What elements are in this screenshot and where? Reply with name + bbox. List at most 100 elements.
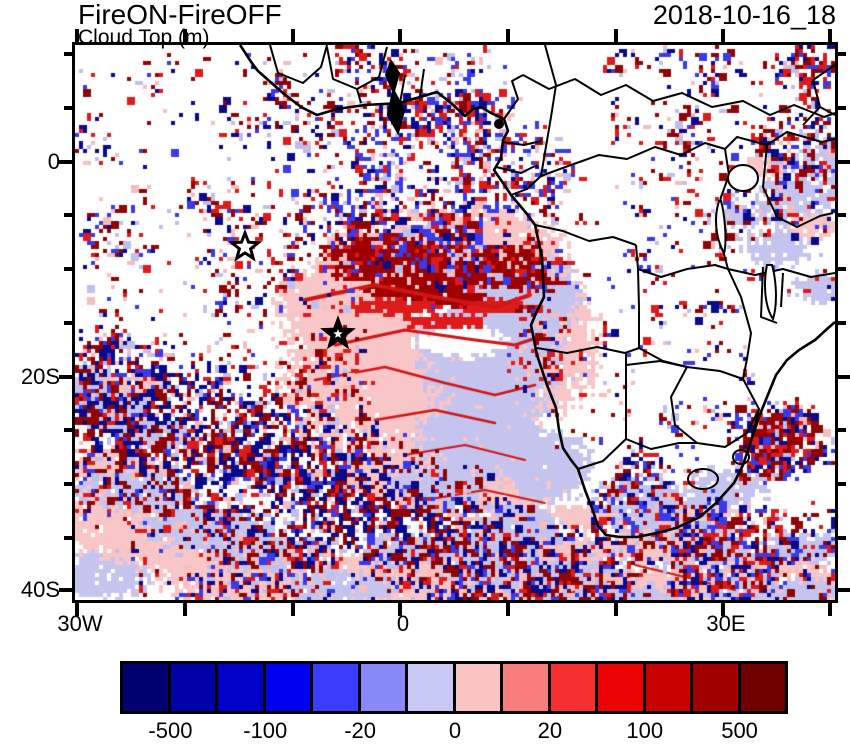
lakes: [384, 58, 777, 322]
y-tick-right: [838, 160, 850, 164]
y-tick-right: [838, 213, 846, 217]
country-border: [780, 272, 784, 308]
x-tick-top: [75, 29, 79, 42]
x-tick: [75, 603, 79, 616]
y-axis-label: 40S: [20, 577, 60, 602]
y-tick-right: [838, 428, 846, 432]
x-axis-label: 0: [396, 611, 410, 636]
country-border: [510, 175, 542, 196]
colorbar-cell: [408, 664, 456, 711]
country-border: [819, 106, 835, 116]
africa-coastline: [238, 45, 835, 539]
lake: [384, 58, 406, 136]
y-tick-right: [838, 52, 846, 56]
y-tick: [64, 267, 72, 271]
y-tick-right: [838, 321, 846, 325]
y-tick-right: [838, 588, 850, 592]
country-borders: [269, 45, 835, 490]
country-border: [419, 68, 425, 98]
plot-timestamp: 2018-10-16_18: [652, 0, 836, 30]
location-markers: [227, 228, 356, 350]
x-tick-top: [506, 29, 510, 42]
country-border: [687, 468, 719, 490]
colorbar-cell: [218, 664, 266, 711]
country-border: [635, 244, 729, 278]
y-tick: [64, 536, 72, 540]
colorbar-tick-label: 20: [537, 718, 563, 743]
colorbar-cell: [693, 664, 741, 711]
x-tick-top: [183, 29, 187, 42]
country-border: [625, 438, 697, 450]
y-axis-label: 0: [47, 149, 60, 174]
y-tick: [64, 213, 72, 217]
colorbar-cell: [313, 664, 361, 711]
plot-title: FireON-FireOFF: [78, 0, 282, 30]
y-tick: [64, 428, 72, 432]
country-border: [534, 224, 637, 246]
y-tick: [59, 375, 72, 379]
country-border: [536, 346, 640, 354]
y-tick: [64, 52, 72, 56]
country-border: [724, 148, 730, 176]
colorbar-cell: [598, 664, 646, 711]
colorbar-tick-label: 100: [626, 718, 664, 743]
country-border: [670, 366, 760, 448]
x-tick: [183, 603, 187, 616]
geography-overlay: [227, 45, 835, 539]
country-border: [501, 140, 542, 146]
x-tick: [721, 603, 725, 616]
y-tick: [64, 106, 72, 110]
country-border: [495, 164, 538, 174]
country-border: [732, 449, 750, 465]
colorbar-cell: [740, 664, 785, 711]
x-tick: [291, 603, 295, 616]
y-axis-label: 20S: [20, 364, 60, 389]
bold-star-center: [333, 329, 343, 338]
lake: [764, 264, 777, 322]
country-border: [727, 268, 752, 380]
x-tick-top: [721, 29, 725, 42]
country-border: [760, 266, 778, 324]
country-border: [802, 64, 835, 126]
y-tick: [64, 482, 72, 486]
country-border: [356, 88, 362, 104]
y-tick-right: [838, 482, 846, 486]
y-tick: [64, 321, 72, 325]
y-tick-right: [838, 106, 846, 110]
colorbar: [120, 661, 788, 714]
country-border: [727, 268, 835, 278]
colorbar-cell: [123, 664, 171, 711]
colorbar-tick-label: -20: [344, 718, 377, 743]
colorbar-cell: [170, 664, 218, 711]
x-axis-label: 30E: [706, 611, 746, 636]
y-tick-right: [838, 267, 846, 271]
colorbar-tick-label: -500: [148, 718, 193, 743]
x-tick: [614, 603, 618, 616]
y-tick-right: [838, 536, 846, 540]
colorbar-cell: [550, 664, 598, 711]
country-border: [522, 74, 835, 118]
country-border: [399, 74, 406, 104]
x-tick: [828, 603, 832, 616]
y-tick: [59, 588, 72, 592]
x-tick: [398, 603, 402, 616]
colorbar-tick-label: 500: [721, 718, 758, 743]
lake: [493, 119, 505, 129]
country-border: [637, 268, 640, 348]
x-tick: [506, 603, 510, 616]
open-star-marker: [227, 228, 263, 262]
y-tick: [59, 160, 72, 164]
country-border: [577, 438, 627, 470]
country-border: [638, 347, 744, 380]
colorbar-cell: [265, 664, 313, 711]
colorbar-cell: [645, 664, 693, 711]
country-border: [540, 142, 726, 177]
x-tick-top: [614, 29, 618, 42]
difference-field-canvas: [75, 45, 835, 600]
colorbar-tick-label: 0: [448, 718, 462, 743]
country-border: [540, 45, 557, 177]
country-border: [269, 45, 328, 84]
lake: [726, 164, 760, 192]
x-tick-top: [291, 29, 295, 42]
